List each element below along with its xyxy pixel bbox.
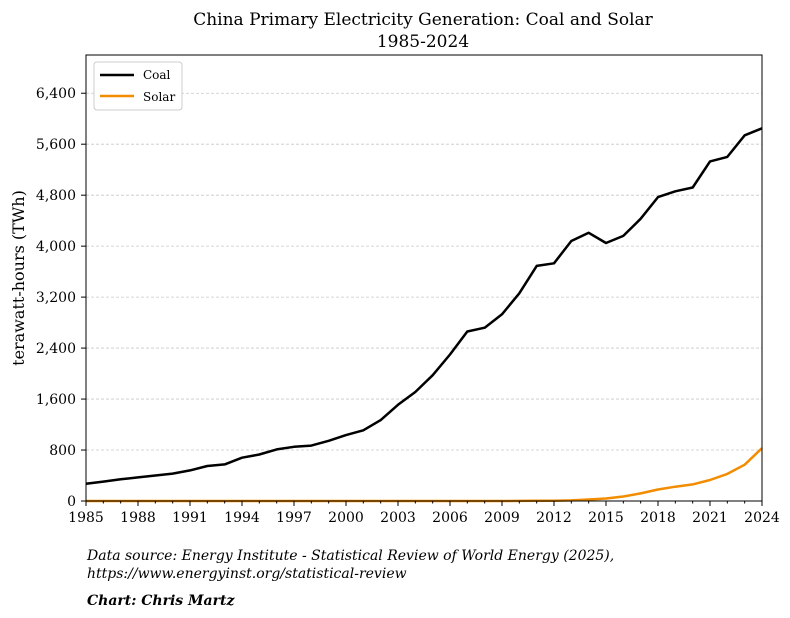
y-tick-label: 1,600 [36,392,76,408]
x-tick-label: 2000 [328,510,364,526]
x-tick-label: 2024 [744,510,780,526]
legend: Coal Solar [93,61,183,111]
plot-frame [85,54,763,502]
y-tick-label: 0 [67,494,76,510]
y-tick-label: 4,800 [36,188,76,204]
x-tick-label: 2018 [640,510,676,526]
x-tick-label: 1985 [68,510,104,526]
chart-title: China Primary Electricity Generation: Co… [193,10,653,30]
y-tick-label: 3,200 [36,290,76,306]
y-tick-label: 6,400 [36,86,76,102]
x-tick-label: 2009 [484,510,520,526]
line-chart: China Primary Electricity Generation: Co… [9,10,780,526]
y-axis-label: terawatt-hours (TWh) [9,190,28,366]
y-tick-label: 4,000 [36,239,76,255]
y-tick-label: 800 [49,443,76,459]
x-tick-label: 2015 [588,510,624,526]
legend-solar-label: Solar [143,90,175,104]
x-tick-label: 2006 [432,510,468,526]
x-tick-label: 1997 [276,510,312,526]
series-line-solar [86,447,763,503]
x-tick-label: 1991 [172,510,208,526]
y-tick-label: 2,400 [36,341,76,357]
x-tick-label: 1994 [224,510,260,526]
grid-lines [86,92,762,502]
chart-credit: Chart: Chris Martz [87,593,235,609]
x-tick-label: 2012 [536,510,572,526]
data-source-line-1: Data source: Energy Institute - Statisti… [87,548,615,564]
y-tick-label: 5,600 [36,137,76,153]
chart-subtitle: 1985-2024 [377,32,469,52]
x-axis: 1985 1988 1991 1994 1997 2000 2003 2006 2009 2012… [68,501,780,526]
legend-coal-label: Coal [143,68,171,82]
x-tick-label: 2021 [692,510,728,526]
x-tick-label: 2003 [380,510,416,526]
series-lines [85,127,763,503]
data-source-line-2: https://www.energyinst.org/statistical-r… [87,566,407,582]
series-line-coal [85,127,763,486]
x-tick-label: 1988 [120,510,156,526]
y-axis: 0 800 1,600 2,400 3,200 4,000 4,800 5,600 6,400 [36,86,86,510]
